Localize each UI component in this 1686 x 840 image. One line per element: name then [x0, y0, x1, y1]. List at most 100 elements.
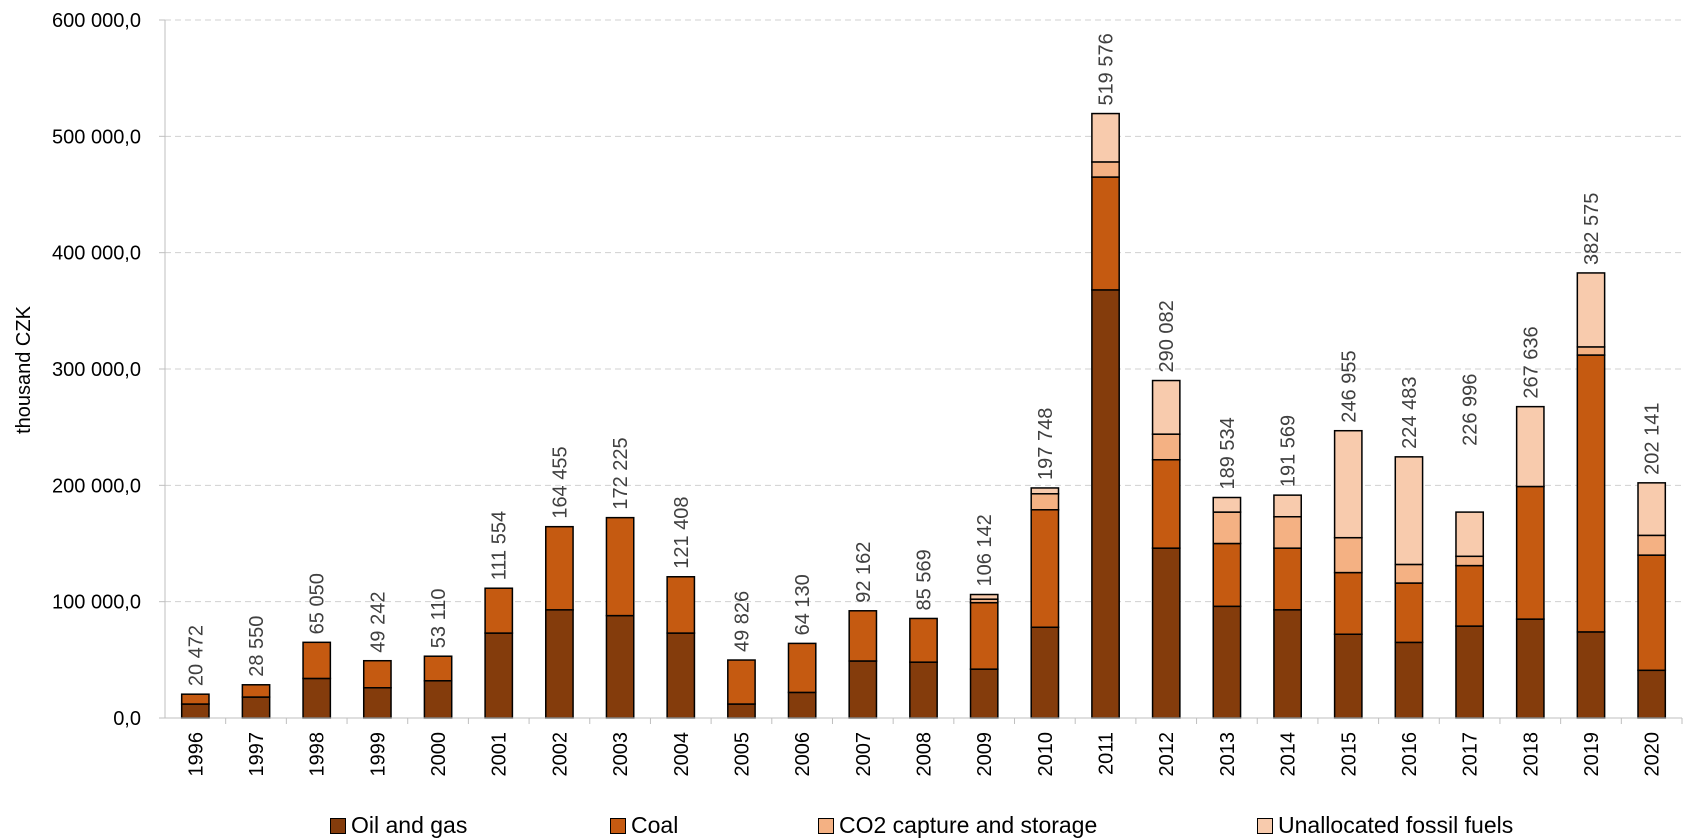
- x-tick-label-2000: 2000: [428, 732, 450, 777]
- y-tick-label: 300 000,0: [52, 359, 141, 381]
- bar-co2-capture-2017: [1455, 555, 1485, 567]
- bars: [180, 112, 1667, 719]
- bar-oil-gas-2016: [1394, 641, 1424, 719]
- bar-coal-2009: [969, 601, 999, 670]
- legend-label-unallocated: Unallocated fossil fuels: [1278, 812, 1514, 838]
- bar-coal-2003: [605, 516, 635, 617]
- total-label-2018: 267 636: [1520, 326, 1542, 398]
- bar-co2-capture-2016: [1394, 563, 1424, 584]
- bar-coal-2012: [1151, 458, 1181, 549]
- y-axis-ticks: 0,0 100 000,0 200 000,0 300 000,0 400 000,0 5…: [52, 10, 165, 730]
- bar-oil-gas-2017: [1455, 625, 1485, 719]
- bar-unallocated-2013: [1212, 496, 1242, 513]
- bar-coal-2020: [1637, 554, 1667, 672]
- legend-swatch-oil-gas: [330, 817, 346, 834]
- bar-co2-capture-2011: [1091, 161, 1120, 178]
- bar-oil-gas-1998: [302, 677, 332, 719]
- bar-oil-gas-2019: [1576, 631, 1606, 719]
- bar-coal-2011: [1091, 176, 1120, 291]
- x-tick-label-2002: 2002: [549, 732, 571, 777]
- bar-coal-2015: [1333, 571, 1363, 635]
- x-tick-label-2016: 2016: [1399, 732, 1421, 777]
- y-tick-label: 200 000,0: [52, 475, 141, 497]
- bar-coal-2006: [787, 642, 817, 694]
- bar-oil-gas-2001: [484, 632, 514, 719]
- x-axis-ticks: 1996 1997 1998 1999 2000 2001 2002 2003 2004 2005…: [185, 718, 1683, 777]
- x-tick-label-2003: 2003: [610, 732, 632, 777]
- bar-oil-gas-2005: [727, 703, 756, 719]
- x-tick-label-1997: 1997: [246, 732, 268, 777]
- x-tick-label-2011: 2011: [1096, 732, 1118, 775]
- bar-oil-gas-2010: [1030, 626, 1060, 719]
- bar-coal-1999: [362, 659, 392, 689]
- bar-oil-gas-1996: [180, 703, 210, 719]
- legend-swatch-coal: [610, 817, 626, 834]
- y-tick-label: 400 000,0: [52, 243, 141, 265]
- bar-unallocated-2015: [1333, 429, 1363, 539]
- bar-coal-2004: [666, 576, 696, 634]
- bar-coal-2001: [484, 587, 514, 634]
- total-label-2019: 382 575: [1581, 193, 1603, 265]
- total-label-2013: 189 534: [1217, 417, 1239, 489]
- legend-swatch-co2: [818, 817, 834, 834]
- bar-oil-gas-2013: [1212, 605, 1242, 719]
- legend-item-co2: CO2 capture and storage: [818, 812, 1097, 839]
- total-labels: 20 472 28 550 65 050 49 242 53 110 111 554 164…: [185, 33, 1663, 686]
- bar-unallocated-2016: [1394, 456, 1424, 566]
- x-tick-label-2020: 2020: [1642, 732, 1664, 777]
- bar-coal-2017: [1455, 564, 1485, 627]
- total-label-2015: 246 955: [1338, 350, 1360, 422]
- legend-item-unallocated: Unallocated fossil fuels: [1257, 812, 1513, 839]
- x-tick-label-2001: 2001: [489, 732, 511, 777]
- bar-co2-capture-2010: [1030, 493, 1060, 511]
- x-tick-label-2018: 2018: [1520, 732, 1542, 777]
- bar-oil-gas-2015: [1333, 633, 1363, 719]
- total-label-2014: 191 569: [1278, 415, 1300, 487]
- x-tick-label-2008: 2008: [914, 732, 936, 777]
- bar-co2-capture-2013: [1212, 511, 1242, 545]
- total-label-2017: 226 996: [1460, 374, 1482, 446]
- total-label-2003: 172 225: [610, 437, 632, 509]
- x-tick-label-1996: 1996: [185, 732, 207, 777]
- bar-coal-1997: [241, 684, 271, 698]
- bar-unallocated-2009: [969, 593, 999, 600]
- x-tick-label-2005: 2005: [731, 732, 753, 777]
- y-tick-label: 600 000,0: [52, 10, 141, 32]
- total-label-2007: 92 162: [853, 542, 875, 603]
- bar-oil-gas-2009: [969, 668, 999, 719]
- bar-oil-gas-2012: [1151, 547, 1181, 719]
- total-label-2008: 85 569: [914, 549, 936, 610]
- gridlines: [165, 19, 1682, 603]
- x-tick-label-2014: 2014: [1278, 732, 1300, 777]
- bar-oil-gas-2008: [909, 661, 938, 719]
- x-tick-label-1998: 1998: [307, 732, 329, 777]
- bar-oil-gas-2002: [545, 609, 574, 719]
- bar-coal-1996: [180, 693, 210, 705]
- total-label-2000: 53 110: [428, 589, 450, 649]
- total-label-1996: 20 472: [185, 625, 207, 686]
- bar-coal-2019: [1576, 354, 1606, 633]
- bar-unallocated-2018: [1515, 405, 1545, 488]
- x-tick-label-2013: 2013: [1217, 732, 1239, 777]
- x-tick-label-2007: 2007: [853, 732, 875, 777]
- bar-oil-gas-2006: [787, 691, 817, 719]
- bar-coal-2008: [909, 617, 938, 663]
- bar-co2-capture-2012: [1151, 433, 1181, 461]
- bar-co2-capture-2014: [1273, 515, 1302, 549]
- total-label-1999: 49 242: [367, 592, 389, 653]
- bar-coal-2014: [1273, 547, 1302, 611]
- x-tick-label-1999: 1999: [367, 732, 389, 777]
- legend-item-coal: Coal: [610, 812, 678, 839]
- bar-oil-gas-1997: [241, 696, 271, 719]
- legend-swatch-unallocated: [1257, 817, 1273, 834]
- total-label-2006: 64 130: [792, 574, 814, 635]
- bar-unallocated-2019: [1576, 272, 1606, 348]
- bar-co2-capture-2020: [1637, 534, 1667, 556]
- total-label-2016: 224 483: [1399, 377, 1421, 449]
- bar-oil-gas-2018: [1515, 618, 1545, 719]
- x-tick-label-2015: 2015: [1338, 732, 1360, 777]
- bar-coal-2013: [1212, 542, 1242, 608]
- legend-item-oil-gas: Oil and gas: [330, 812, 467, 839]
- legend: Oil and gas Coal CO2 capture and storage…: [0, 812, 1686, 840]
- bar-unallocated-2010: [1030, 487, 1060, 495]
